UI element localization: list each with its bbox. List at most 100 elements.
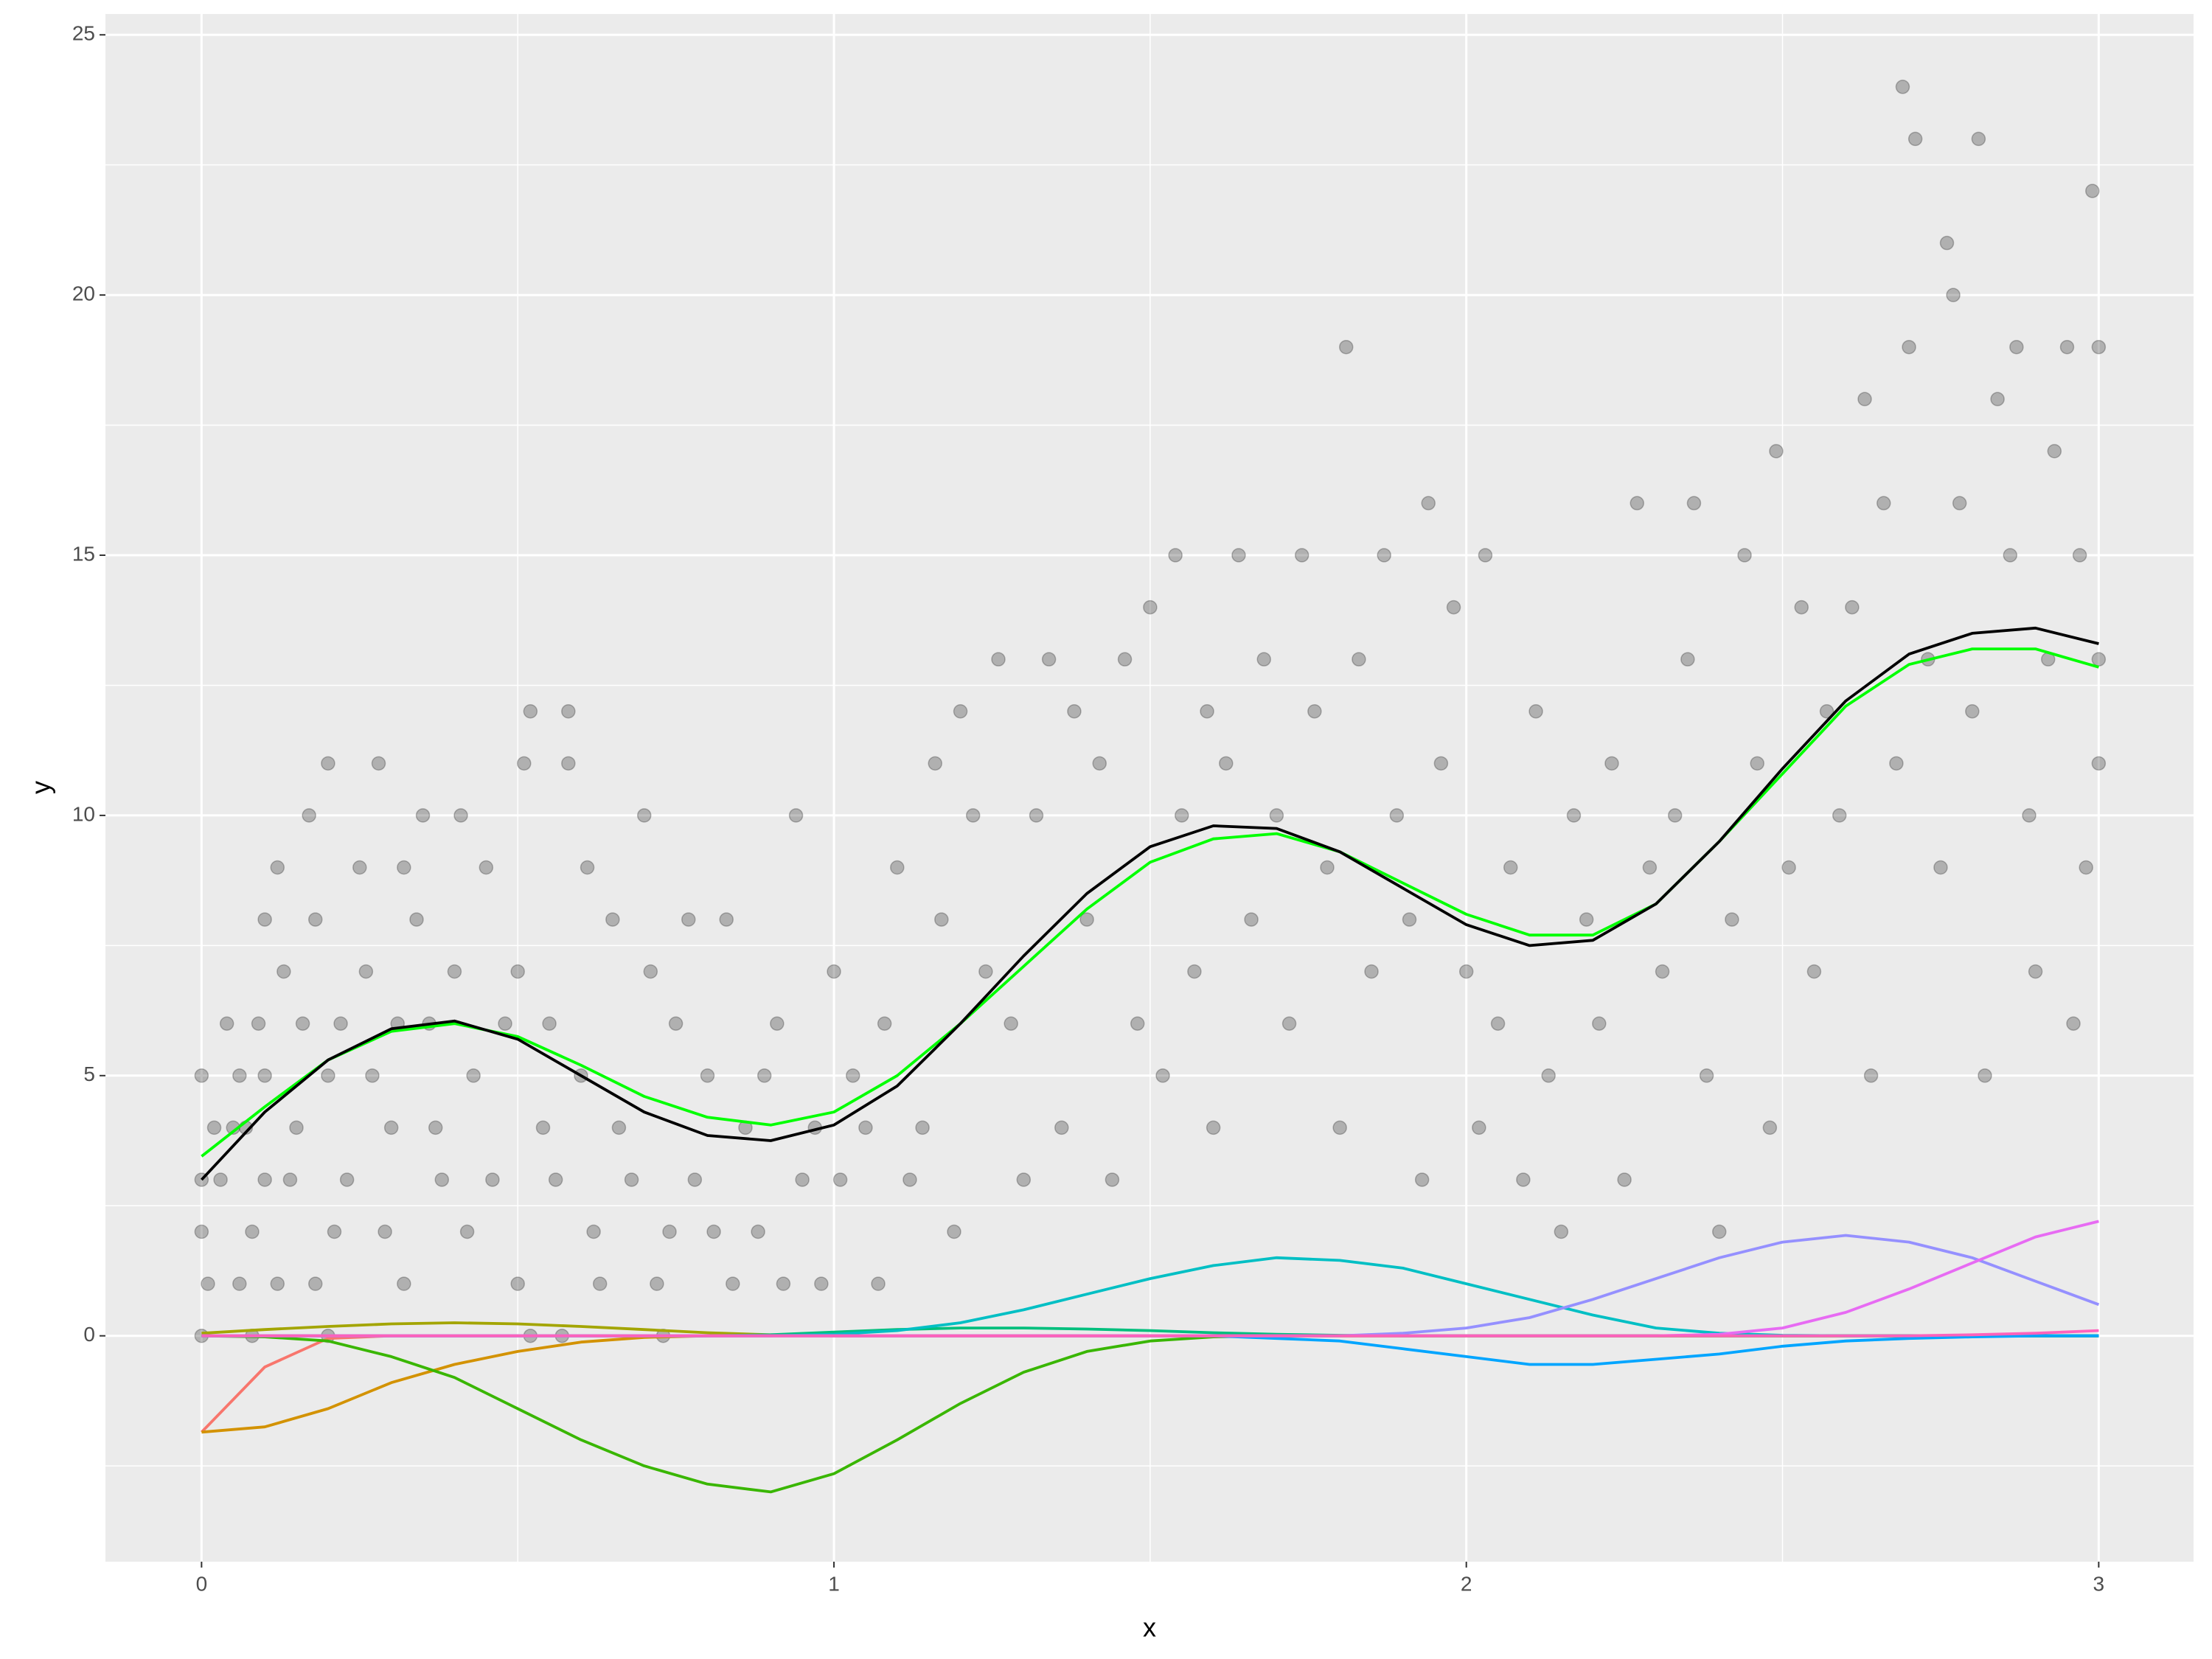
point xyxy=(877,1016,892,1031)
point xyxy=(681,912,696,927)
x-axis-title: x xyxy=(1143,1613,1156,1643)
point xyxy=(378,1224,392,1239)
point xyxy=(726,1276,740,1291)
point xyxy=(915,1120,930,1135)
point xyxy=(1845,599,1860,615)
point xyxy=(1294,548,1310,563)
point xyxy=(1016,1172,1032,1187)
y-tick-label: 10 xyxy=(72,802,95,825)
point xyxy=(302,808,316,823)
point xyxy=(700,1068,715,1083)
point xyxy=(624,1172,639,1187)
point xyxy=(1377,548,1391,563)
point xyxy=(1794,599,1809,615)
point xyxy=(1978,1068,1992,1083)
point xyxy=(1554,1224,1569,1239)
point xyxy=(1750,756,1764,771)
point xyxy=(453,808,468,823)
point xyxy=(1389,808,1405,823)
point xyxy=(1332,1120,1347,1135)
point xyxy=(1117,652,1133,667)
point xyxy=(535,1120,551,1135)
point xyxy=(965,808,981,823)
point xyxy=(719,912,734,927)
point xyxy=(561,703,576,719)
point xyxy=(605,912,620,927)
point xyxy=(2091,339,2107,355)
point xyxy=(668,1016,684,1031)
point xyxy=(991,652,1006,667)
point xyxy=(561,756,576,771)
point xyxy=(580,860,595,875)
point xyxy=(321,756,335,771)
point xyxy=(1939,235,1955,251)
point xyxy=(1566,808,1582,823)
point xyxy=(1130,1016,1145,1031)
point xyxy=(776,1276,791,1291)
point xyxy=(307,912,323,927)
x-tick-label: 1 xyxy=(828,1572,840,1595)
point xyxy=(2047,444,2062,459)
point xyxy=(1933,860,1948,875)
marks xyxy=(194,80,2107,1494)
point xyxy=(1187,964,1202,979)
point xyxy=(662,1224,677,1239)
point xyxy=(1971,131,1986,147)
point xyxy=(1219,756,1234,771)
point xyxy=(1857,392,1872,407)
point xyxy=(352,860,367,875)
point xyxy=(257,912,272,927)
point xyxy=(510,1276,525,1291)
point xyxy=(2009,339,2024,355)
point xyxy=(1478,548,1493,563)
point xyxy=(1244,912,1259,927)
point xyxy=(1206,1120,1221,1135)
point xyxy=(1832,808,1847,823)
point xyxy=(2066,1016,2081,1031)
point xyxy=(1725,912,1739,927)
point xyxy=(327,1224,342,1239)
point xyxy=(795,1172,810,1187)
point xyxy=(1054,1120,1069,1135)
point xyxy=(1895,80,1910,94)
point xyxy=(687,1172,703,1187)
point xyxy=(282,1172,298,1187)
point xyxy=(1168,548,1183,563)
point xyxy=(232,1068,247,1083)
point xyxy=(1762,1120,1778,1135)
point xyxy=(245,1224,260,1239)
point xyxy=(650,1276,664,1291)
point xyxy=(1338,339,1354,355)
point xyxy=(1655,964,1670,979)
point xyxy=(447,964,462,979)
x-tick-label: 2 xyxy=(1461,1572,1472,1595)
point xyxy=(1863,1068,1879,1083)
point xyxy=(434,1172,450,1187)
point xyxy=(2022,808,2037,823)
point xyxy=(1446,599,1461,615)
point xyxy=(428,1120,443,1135)
point xyxy=(270,1276,285,1291)
point xyxy=(415,808,431,823)
point xyxy=(2003,548,2018,563)
point xyxy=(2091,756,2107,771)
point xyxy=(479,860,494,875)
point xyxy=(459,1224,475,1239)
point xyxy=(827,964,841,979)
point xyxy=(871,1276,886,1291)
point xyxy=(1421,495,1436,511)
point xyxy=(358,964,374,979)
curve xyxy=(201,647,2099,1158)
point xyxy=(1952,495,1967,511)
point xyxy=(206,1120,222,1135)
y-tick-label: 15 xyxy=(72,542,95,565)
point xyxy=(2072,548,2087,563)
point xyxy=(1667,808,1683,823)
point xyxy=(1079,912,1094,927)
point xyxy=(333,1016,348,1031)
point xyxy=(257,1068,272,1083)
point xyxy=(251,1016,266,1031)
point xyxy=(498,1016,512,1031)
point xyxy=(2085,184,2100,198)
